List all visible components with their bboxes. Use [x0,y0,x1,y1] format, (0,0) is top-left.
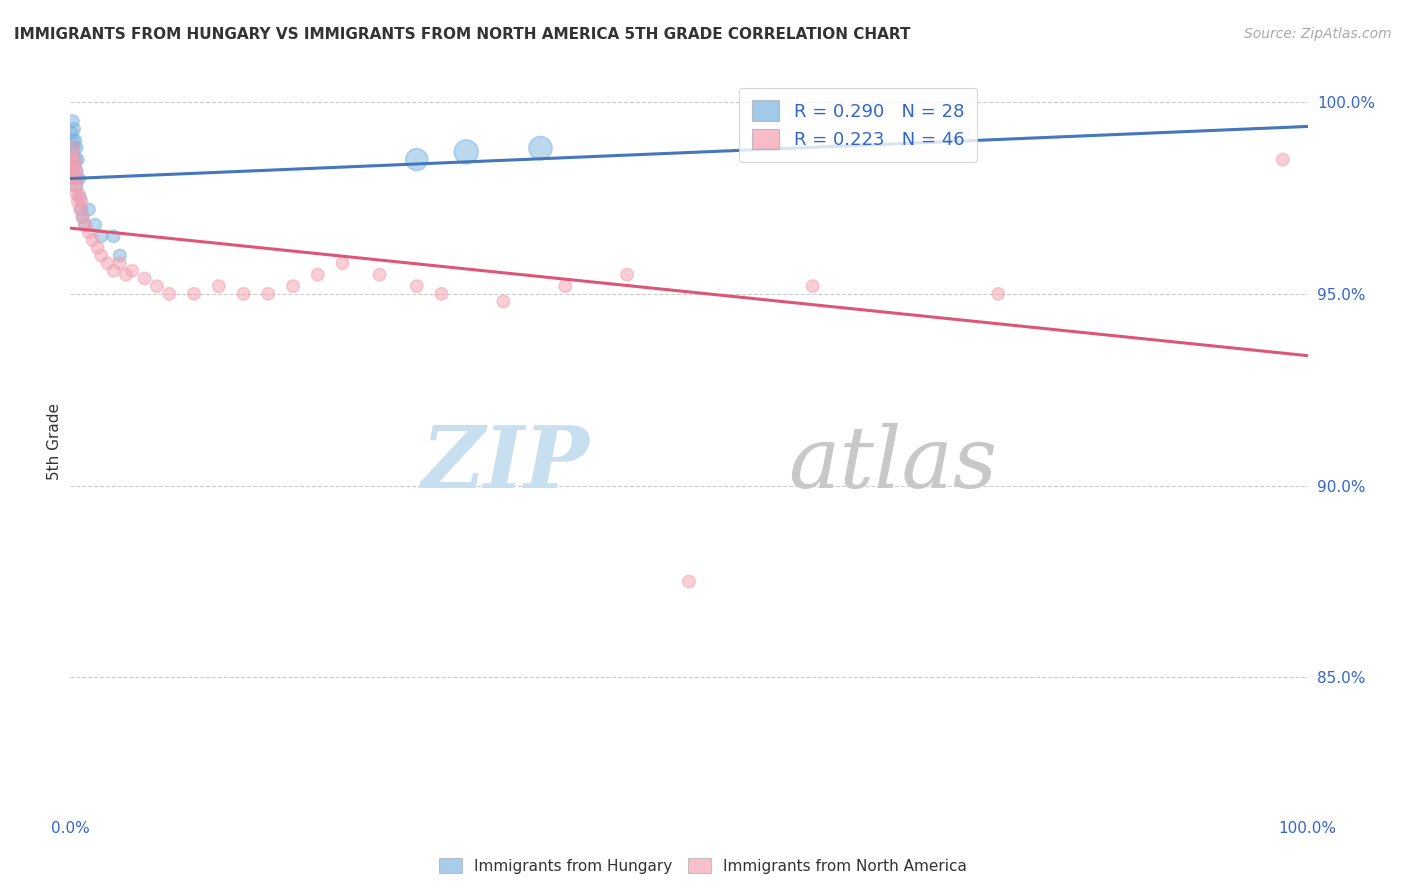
Point [72,210,94,224]
Legend: Immigrants from Hungary, Immigrants from North America: Immigrants from Hungary, Immigrants from… [433,852,973,880]
Point [65,179,87,194]
Point [65,141,87,155]
Point [77,226,100,240]
Point [62,133,84,147]
Point [257,286,280,301]
Point [63,122,86,136]
Point [67,171,90,186]
Point [84,218,107,232]
Point [103,229,125,244]
Point [63,141,86,155]
Point [63,161,86,175]
Point [332,256,354,270]
Point [63,153,86,167]
Point [96,256,118,270]
Point [77,202,100,217]
Point [65,153,87,167]
Point [65,179,87,194]
Point [801,279,824,293]
Point [430,286,453,301]
Point [65,171,87,186]
Point [65,164,87,178]
Point [60,141,83,155]
Point [232,286,254,301]
Text: ZIP: ZIP [422,422,591,506]
Point [63,171,86,186]
Point [65,164,87,178]
Point [678,574,700,589]
Point [62,161,84,175]
Point [66,194,89,209]
Point [69,202,91,217]
Point [70,194,93,209]
Point [90,229,112,244]
Point [456,145,478,159]
Point [529,141,551,155]
Point [121,264,143,278]
Legend: R = 0.290   N = 28, R = 0.223   N = 46: R = 0.290 N = 28, R = 0.223 N = 46 [740,87,977,162]
Point [987,286,1010,301]
Point [183,286,205,301]
Point [146,279,169,293]
Point [90,248,112,262]
Point [60,164,83,178]
Point [60,149,83,163]
Point [281,279,304,293]
Point [62,149,84,163]
Point [405,279,427,293]
Point [75,218,97,232]
Point [157,286,180,301]
Point [103,264,125,278]
Point [616,268,638,282]
Point [86,241,108,255]
Text: IMMIGRANTS FROM HUNGARY VS IMMIGRANTS FROM NORTH AMERICA 5TH GRADE CORRELATION C: IMMIGRANTS FROM HUNGARY VS IMMIGRANTS FR… [14,27,911,42]
Point [368,268,391,282]
Point [69,191,91,205]
Point [307,268,329,282]
Point [492,294,515,309]
Point [108,256,131,270]
Point [60,126,83,140]
Point [554,279,576,293]
Point [62,141,84,155]
Point [82,233,104,247]
Point [67,187,90,202]
Text: atlas: atlas [787,423,997,505]
Point [108,248,131,262]
Text: Source: ZipAtlas.com: Source: ZipAtlas.com [1244,27,1392,41]
Y-axis label: 5th Grade: 5th Grade [46,403,62,480]
Point [134,271,156,285]
Point [75,218,97,232]
Point [208,279,231,293]
Point [62,114,84,128]
Point [65,156,87,170]
Point [65,187,87,202]
Point [66,153,89,167]
Point [65,133,87,147]
Point [405,153,427,167]
Point [1271,153,1294,167]
Point [66,171,89,186]
Point [72,210,94,224]
Point [115,268,138,282]
Point [70,202,93,217]
